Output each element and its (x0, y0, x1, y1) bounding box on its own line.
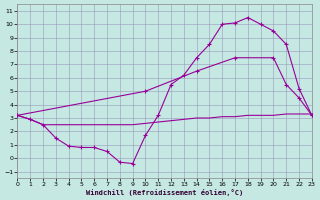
X-axis label: Windchill (Refroidissement éolien,°C): Windchill (Refroidissement éolien,°C) (86, 189, 243, 196)
